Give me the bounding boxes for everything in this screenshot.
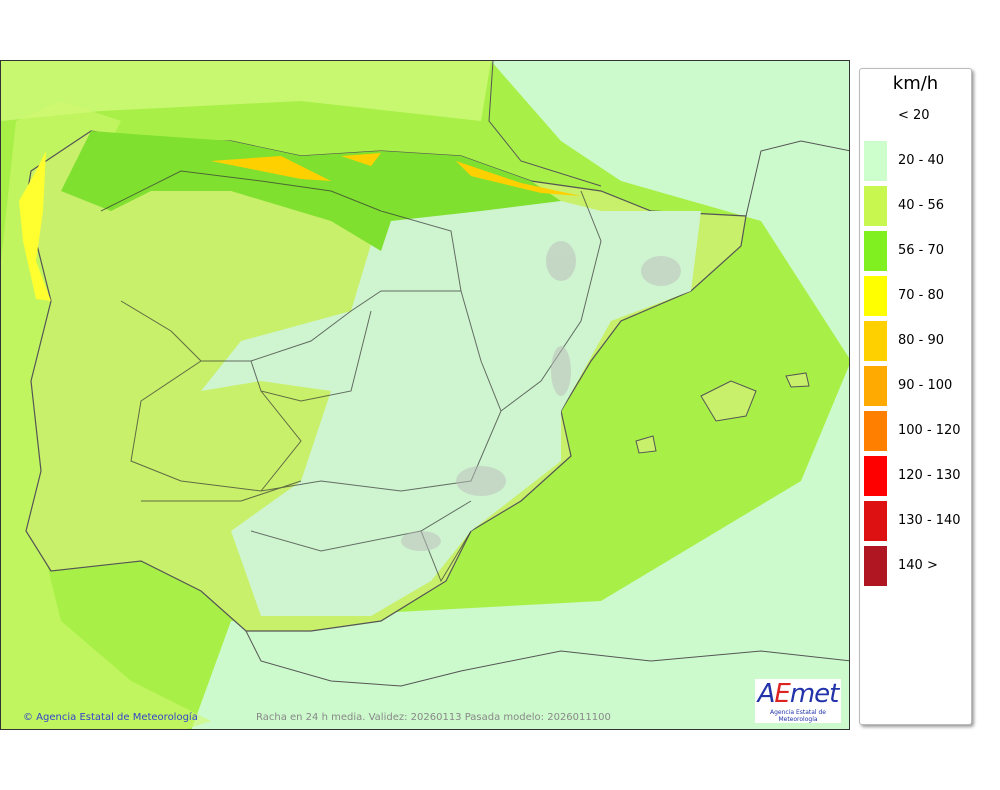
aemet-logo: AEmet Agencia Estatal de Meteorología [755, 679, 841, 723]
france-coast [488, 61, 849, 217]
north-coast-gale-zone [211, 153, 581, 196]
legend-label: 90 - 100 [898, 378, 953, 393]
legend-swatch [864, 411, 887, 451]
legend-label: 120 - 130 [898, 468, 961, 483]
legend-item: 90 - 100 [864, 366, 969, 406]
legend-label: 40 - 56 [898, 198, 945, 213]
relief-shading [401, 241, 681, 551]
sea-calm-zone [191, 61, 849, 729]
legend: km/h < 20 20 - 40 40 - 56 56 - 70 70 - 80 80 … [859, 68, 972, 725]
legend-swatch [864, 141, 887, 181]
legend-swatch [864, 501, 887, 541]
legend-item: < 20 [864, 96, 969, 136]
legend-item: 120 - 130 [864, 456, 969, 496]
legend-label: 70 - 80 [898, 288, 945, 303]
menorca [785, 372, 810, 388]
legend-label: 130 - 140 [898, 513, 961, 528]
map-canvas [1, 61, 849, 729]
legend-unit: km/h [892, 73, 939, 94]
legend-item: 56 - 70 [864, 231, 969, 271]
legend-item: 130 - 140 [864, 501, 969, 541]
legend-label: 80 - 90 [898, 333, 945, 348]
legend-swatch [864, 186, 887, 226]
legend-item: 20 - 40 [864, 141, 969, 181]
sea-moderate-zone [1, 61, 491, 121]
light-wind-zone [201, 191, 701, 616]
region-borders [100, 170, 602, 583]
legend-label: 20 - 40 [898, 153, 945, 168]
logo-subtitle: Agencia Estatal de Meteorología [769, 709, 826, 723]
legend-label: < 20 [898, 108, 930, 123]
legend-swatch [864, 366, 887, 406]
legend-swatch [864, 546, 887, 586]
legend-swatch [864, 231, 887, 271]
legend-item: 140 > [864, 546, 969, 586]
africa-coast [245, 630, 849, 687]
legend-swatch [864, 456, 887, 496]
legend-swatch [864, 276, 887, 316]
legend-item: 100 - 120 [864, 411, 969, 451]
logo-mark: AEmet [757, 679, 840, 709]
ibiza [635, 435, 657, 454]
agency-credit: © Agencia Estatal de Meteorología [23, 712, 198, 723]
legend-item: 40 - 56 [864, 186, 969, 226]
legend-item: 80 - 90 [864, 321, 969, 361]
legend-swatch [864, 96, 887, 136]
legend-label: 140 > [898, 558, 938, 573]
legend-label: 100 - 120 [898, 423, 961, 438]
legend-label: 56 - 70 [898, 243, 945, 258]
north-coast-strong-zone [61, 131, 561, 251]
galicia-coast-strong-zone [19, 151, 51, 301]
legend-swatch [864, 321, 887, 361]
wind-gust-map[interactable]: © Agencia Estatal de Meteorología Racha … [0, 60, 850, 730]
map-caption: Racha en 24 h media. Validez: 20260113 P… [256, 712, 611, 723]
mallorca [700, 380, 757, 422]
legend-item: 70 - 80 [864, 276, 969, 316]
